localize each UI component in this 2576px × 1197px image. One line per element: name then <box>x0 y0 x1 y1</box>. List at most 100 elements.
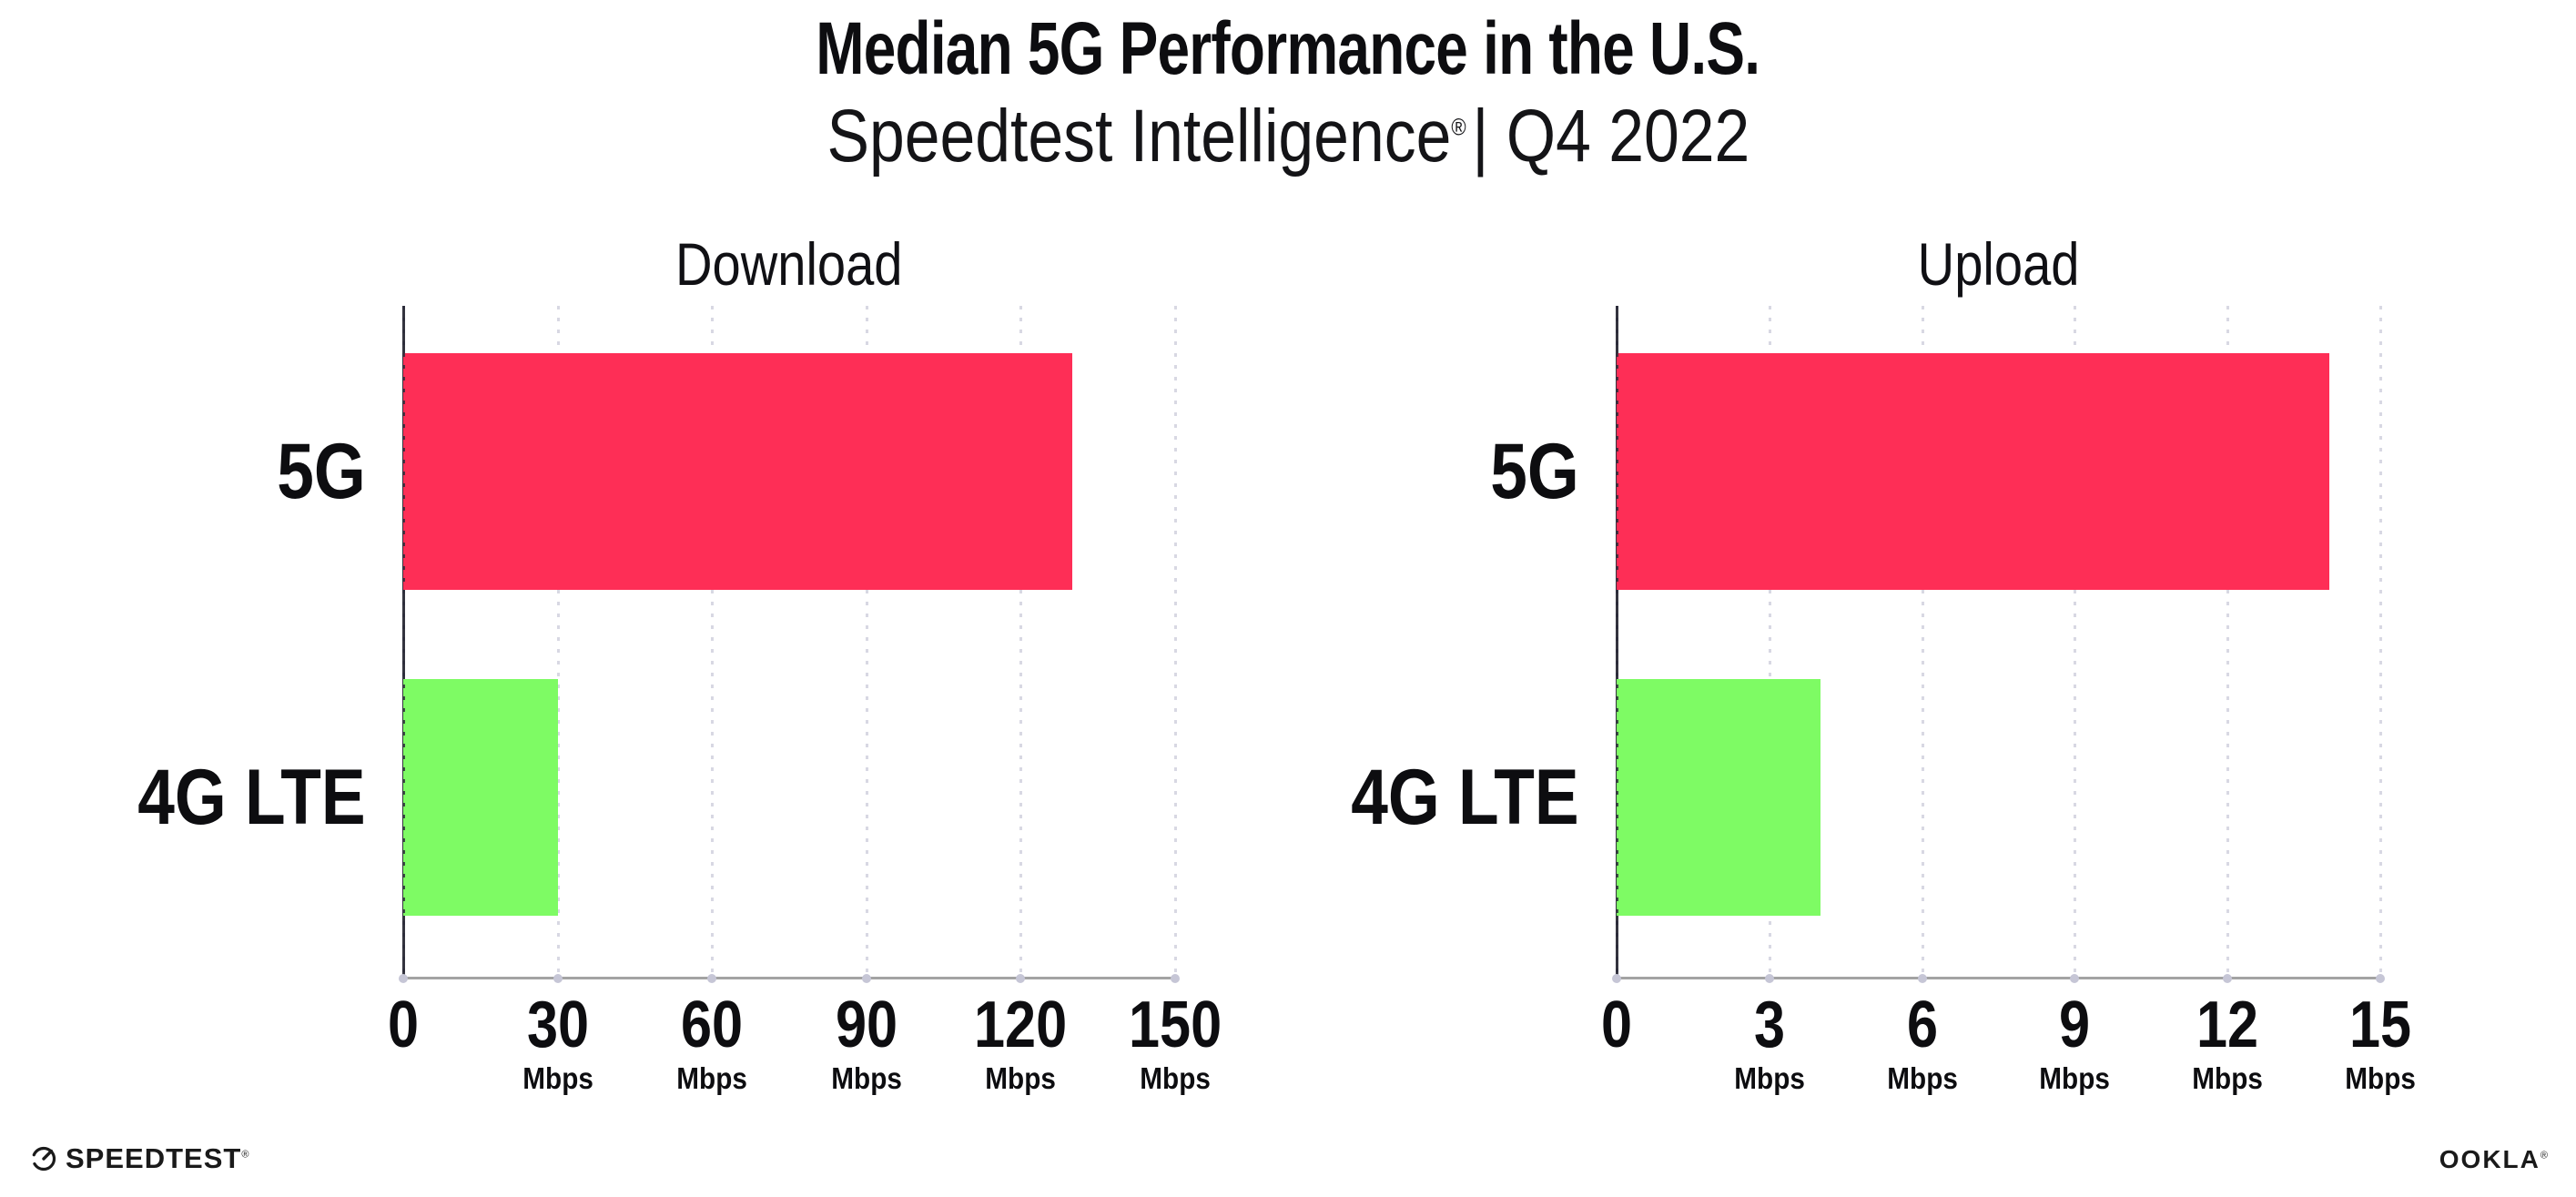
bar-5g <box>403 353 1072 590</box>
speedtest-registered-mark: ® <box>241 1149 250 1161</box>
x-tick-unit-label: Mbps <box>1974 1060 2175 1097</box>
x-tick-unit-label: Mbps <box>920 1060 1121 1097</box>
x-tick-inner: 0 <box>303 989 503 1060</box>
x-tick-unit-label: Mbps <box>766 1060 967 1097</box>
x-tick-unit-text: Mbps <box>522 1061 593 1095</box>
x-axis-tick-dot-3 <box>1764 974 1774 983</box>
gridline-60 <box>711 306 715 979</box>
ookla-logo: OOKLA® <box>2439 1145 2550 1174</box>
x-tick-value: 60 <box>612 989 812 1060</box>
x-tick-unit-label: Mbps <box>1075 1060 1275 1097</box>
x-tick-value: 12 <box>2127 989 2328 1060</box>
bar-4g-lte <box>1617 679 1820 916</box>
gridline-9 <box>2074 306 2077 979</box>
x-tick-inner: 3 Mbps <box>1669 989 1870 1097</box>
page-title: Median 5G Performance in the U.S. <box>816 7 1761 90</box>
x-tick-value-text: 0 <box>387 989 420 1061</box>
x-axis-tick-dot-6 <box>1917 974 1927 983</box>
x-tick-value: 120 <box>920 989 1121 1060</box>
x-tick-unit-label: Mbps <box>612 1060 812 1097</box>
x-tick-inner: 12 Mbps <box>2127 989 2328 1097</box>
x-tick-value: 3 <box>1669 989 1870 1060</box>
x-axis-tick-dot-0 <box>399 974 408 983</box>
x-tick-value-text: 15 <box>2348 989 2412 1061</box>
category-label-text: 5G <box>277 428 366 515</box>
x-tick-value-text: 60 <box>681 989 744 1061</box>
registered-mark: ® <box>1450 113 1466 141</box>
x-tick-unit-text: Mbps <box>2039 1061 2111 1095</box>
upload-plot-area <box>1612 306 2385 983</box>
gridline-12 <box>2226 306 2230 979</box>
x-tick-value: 6 <box>1822 989 2023 1060</box>
x-axis-tick-dot-60 <box>707 974 717 983</box>
bar-4g-lte <box>403 679 558 916</box>
x-tick-value-text: 3 <box>1753 989 1785 1061</box>
x-tick-unit-text: Mbps <box>1734 1061 1805 1095</box>
download-chart: Download 0 30 Mbps 60 Mbps 90 Mbps 120 Mbps 150 Mb… <box>138 230 1222 1095</box>
x-axis-tick-dot-150 <box>1171 974 1180 983</box>
x-tick-value-text: 120 <box>974 989 1068 1061</box>
x-tick-inner: 6 Mbps <box>1822 989 2023 1097</box>
x-axis-tick-dot-30 <box>553 974 563 983</box>
x-tick-value-text: 6 <box>1906 989 1938 1061</box>
x-tick-inner: 30 Mbps <box>458 989 658 1097</box>
category-label-text: 5G <box>1490 428 1579 515</box>
subtitle-brand: Speedtest Intelligence <box>827 95 1451 178</box>
gridline-90 <box>865 306 868 979</box>
x-tick-unit-text: Mbps <box>831 1061 902 1095</box>
x-tick-unit-text: Mbps <box>676 1061 747 1095</box>
y-axis-dotted-overlay <box>402 306 405 979</box>
category-label-text: 4G LTE <box>1351 754 1579 841</box>
x-tick-unit-label: Mbps <box>2127 1060 2328 1097</box>
x-tick-value-text: 0 <box>1600 989 1633 1061</box>
x-tick-inner: 0 <box>1516 989 1717 1060</box>
x-tick-unit-text: Mbps <box>1886 1061 1958 1095</box>
x-tick-unit-text: Mbps <box>2345 1061 2416 1095</box>
x-tick-unit-label: Mbps <box>1822 1060 2023 1097</box>
x-tick-value-text: 12 <box>2196 989 2259 1061</box>
category-label-text: 4G LTE <box>137 754 366 841</box>
x-tick-inner: 9 Mbps <box>1974 989 2175 1097</box>
bar-5g <box>1617 353 2330 590</box>
x-tick-unit-label: Mbps <box>2280 1060 2480 1097</box>
x-axis-line <box>401 977 1177 979</box>
x-axis-tick-dot-9 <box>2070 974 2080 983</box>
x-tick-value: 30 <box>458 989 658 1060</box>
category-label-5g: 5G <box>1197 431 1579 512</box>
ookla-registered-mark: ® <box>2540 1150 2550 1161</box>
x-tick-value: 9 <box>1974 989 2175 1060</box>
gridline-6 <box>1921 306 1924 979</box>
speedtest-wordmark: SPEEDTEST® <box>66 1142 250 1174</box>
x-axis-tick-dot-0 <box>1612 974 1621 983</box>
gridline-120 <box>1019 306 1023 979</box>
category-label-4g-lte: 4G LTE <box>0 756 366 838</box>
category-label-5g: 5G <box>0 431 366 512</box>
ookla-wordmark: OOKLA® <box>2439 1145 2550 1173</box>
x-tick-inner: 90 Mbps <box>766 989 967 1097</box>
x-axis-tick-dot-12 <box>2223 974 2233 983</box>
upload-chart-title: Upload <box>1917 230 2080 298</box>
gridline-30 <box>556 306 560 979</box>
x-axis-tick-dot-15 <box>2376 974 2385 983</box>
x-tick-value: 150 <box>1075 989 1275 1060</box>
gridline-15 <box>2379 306 2382 979</box>
x-axis-tick-dot-90 <box>861 974 871 983</box>
x-tick-value-text: 150 <box>1128 989 1222 1061</box>
x-tick-unit-label: Mbps <box>1669 1060 1870 1097</box>
x-tick-unit-label: Mbps <box>458 1060 658 1097</box>
x-tick-inner: 15 Mbps <box>2280 989 2480 1097</box>
x-tick-unit-text: Mbps <box>2192 1061 2263 1095</box>
y-axis-dotted-overlay <box>1616 306 1618 979</box>
x-tick-value: 0 <box>303 989 503 1060</box>
speedtest-logo: SPEEDTEST® <box>30 1143 249 1174</box>
x-tick-value-text: 30 <box>526 989 589 1061</box>
page-subtitle: Speedtest Intelligence®| Q4 2022 <box>0 93 2576 180</box>
upload-chart: Upload 0 3 Mbps 6 Mbps 9 Mbps 12 Mbps 15 Mbps 5G 4G… <box>1352 230 2416 1095</box>
x-tick-unit-text: Mbps <box>1140 1061 1211 1095</box>
category-label-4g-lte: 4G LTE <box>1197 756 1579 838</box>
gridline-3 <box>1768 306 1771 979</box>
x-tick-inner: 150 Mbps <box>1075 989 1275 1097</box>
x-tick-value-text: 9 <box>2059 989 2091 1061</box>
x-axis-tick-dot-120 <box>1016 974 1026 983</box>
